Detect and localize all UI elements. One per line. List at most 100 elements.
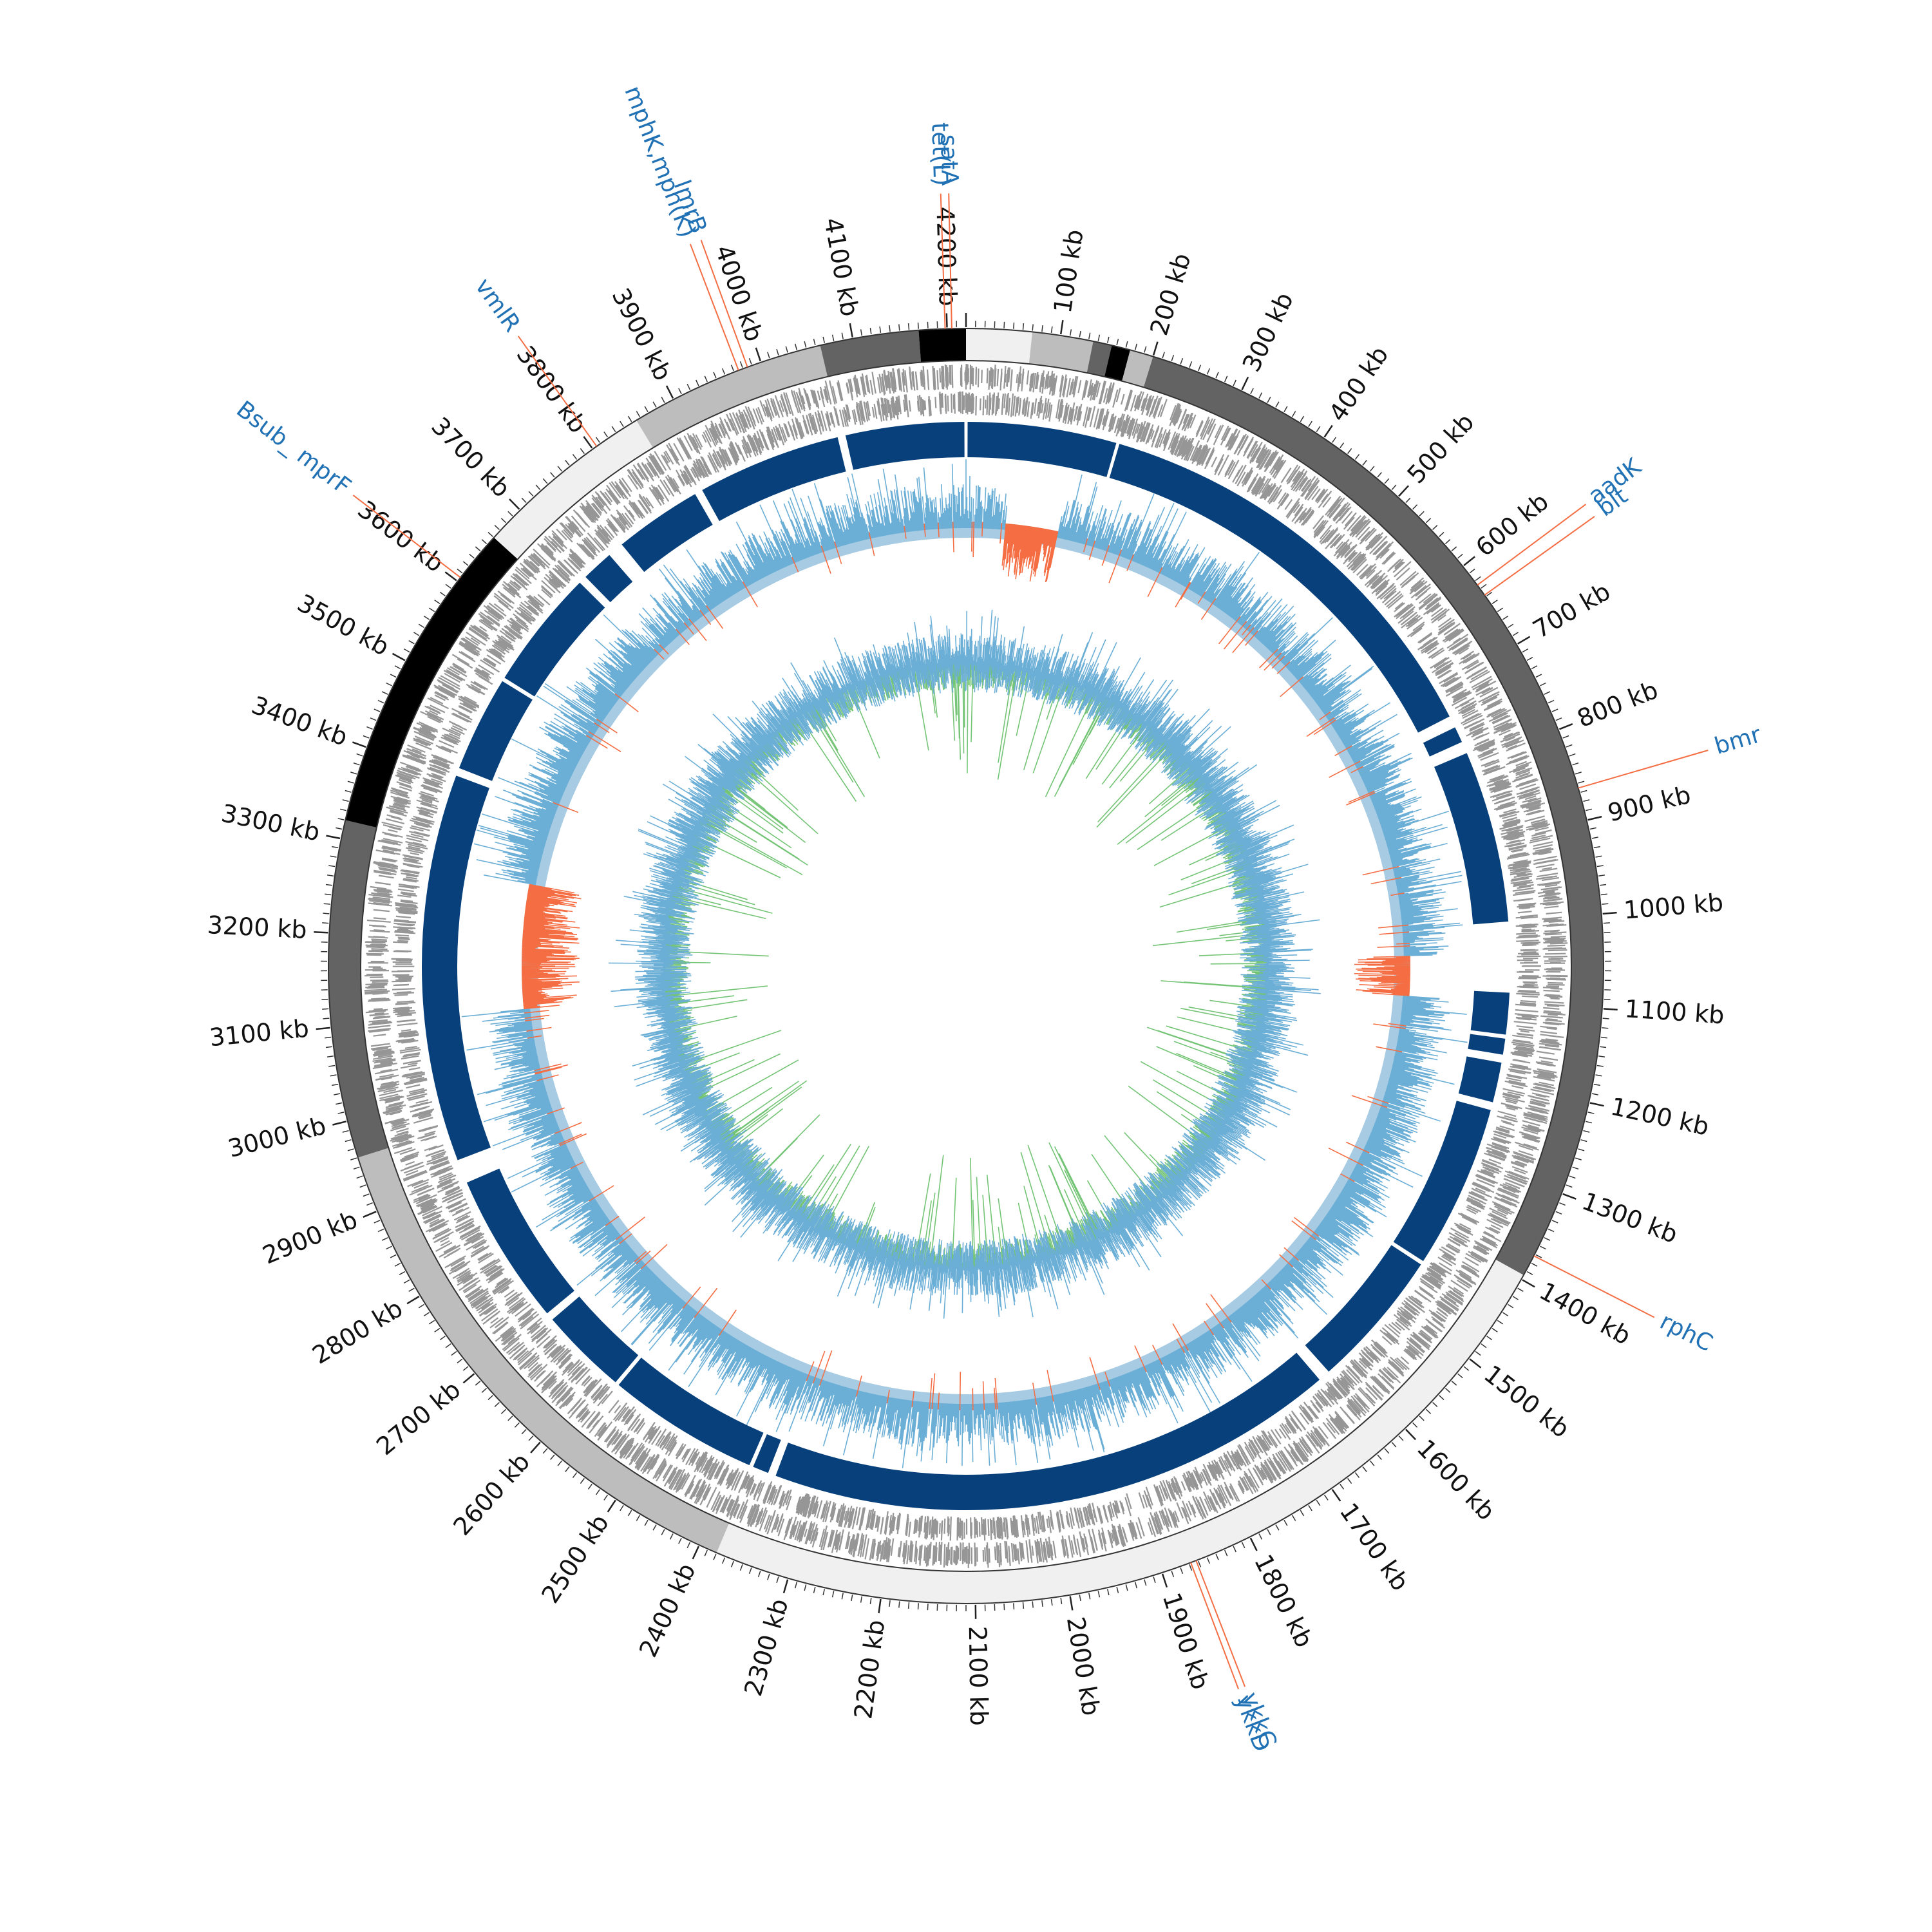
gene-leader-line bbox=[948, 193, 952, 329]
minor-ticks bbox=[320, 321, 1612, 1611]
gc-skew-positive bbox=[461, 459, 1468, 1468]
contig-ring-outline-inner bbox=[360, 360, 1572, 1572]
tick-label: 2500 kb bbox=[536, 1510, 614, 1609]
tick-label: 1400 kb bbox=[1535, 1276, 1636, 1350]
gc-skew-negative bbox=[521, 522, 1411, 1410]
contig-segment-8 bbox=[328, 820, 389, 1158]
gene-leader-line bbox=[689, 243, 739, 371]
tick-label: 2000 kb bbox=[1061, 1615, 1106, 1718]
contig-segment-3 bbox=[1104, 345, 1131, 381]
tick-label: 500 kb bbox=[1401, 408, 1479, 489]
contig-segment-6 bbox=[716, 1259, 1524, 1604]
tick-label: 2400 kb bbox=[634, 1559, 701, 1662]
tick-label: 3500 kb bbox=[293, 589, 394, 661]
ring-outlines bbox=[328, 328, 1604, 1604]
contig-ring bbox=[328, 328, 1604, 1604]
gene-leader-line bbox=[1190, 1562, 1240, 1690]
contig-segment-10 bbox=[493, 420, 653, 560]
feature-ticks-outer bbox=[364, 364, 1568, 1568]
tick-label: 600 kb bbox=[1470, 487, 1553, 562]
position-ticks bbox=[314, 313, 1618, 1619]
alignment-block-6 bbox=[1458, 1056, 1502, 1103]
tick-label: 1100 kb bbox=[1624, 994, 1725, 1029]
tick-label: 3700 kb bbox=[426, 412, 516, 503]
feature-ticks-inner bbox=[391, 391, 1541, 1541]
gene-leader-line bbox=[1484, 516, 1595, 596]
tick-label: 3400 kb bbox=[248, 690, 352, 751]
tick-label: 3600 kb bbox=[352, 495, 449, 578]
alignment-block-9 bbox=[775, 1352, 1320, 1510]
gene-leader-line bbox=[1195, 1560, 1246, 1687]
alignment-block-3 bbox=[1434, 753, 1509, 925]
tick-label: 2900 kb bbox=[258, 1205, 361, 1269]
alignment-block-0 bbox=[967, 422, 1117, 477]
gc-content-ring bbox=[608, 609, 1321, 1319]
alignment-block-7 bbox=[1393, 1101, 1491, 1262]
tick-label: 4000 kb bbox=[710, 242, 769, 345]
alignment-block-10 bbox=[753, 1434, 781, 1473]
tick-label: 3900 kb bbox=[607, 283, 677, 385]
tick-label: 300 kb bbox=[1237, 288, 1299, 376]
gc-skew-ring bbox=[461, 459, 1468, 1468]
contig-segment-2 bbox=[1086, 341, 1112, 377]
tick-label: 2100 kb bbox=[963, 1626, 993, 1727]
alignment-block-11 bbox=[618, 1358, 764, 1466]
alignment-block-13 bbox=[466, 1168, 574, 1314]
gene-leader-line bbox=[940, 193, 946, 329]
tick-label: 200 kb bbox=[1144, 250, 1196, 339]
alignment-block-20 bbox=[845, 422, 965, 470]
tick-label: 3200 kb bbox=[207, 911, 308, 944]
alignment-block-15 bbox=[459, 681, 533, 781]
gene-label: tet(L) bbox=[926, 122, 954, 187]
tick-label: 3300 kb bbox=[219, 799, 323, 846]
gene-leader-line bbox=[1533, 1255, 1655, 1318]
gene-leader-line bbox=[1477, 504, 1586, 586]
tick-label: 1700 kb bbox=[1334, 1498, 1415, 1596]
alignment-block-19 bbox=[702, 437, 846, 522]
tick-label: 400 kb bbox=[1323, 341, 1394, 427]
contig-segment-13 bbox=[918, 328, 966, 363]
feature-ring-inner bbox=[391, 391, 1541, 1541]
contig-segment-7 bbox=[357, 1148, 730, 1553]
tick-label: 100 kb bbox=[1048, 227, 1089, 315]
contig-segment-11 bbox=[636, 345, 828, 448]
tick-label: 4100 kb bbox=[819, 215, 864, 318]
gene-leader-line bbox=[700, 240, 748, 368]
gene-leader-line bbox=[1578, 750, 1709, 789]
tick-label: 1200 kb bbox=[1608, 1092, 1712, 1141]
tick-label: 3000 kb bbox=[225, 1112, 329, 1163]
tick-label: 1600 kb bbox=[1412, 1434, 1501, 1526]
tick-label: 1300 kb bbox=[1578, 1187, 1681, 1249]
gene-label: rphC bbox=[1656, 1308, 1717, 1356]
alignment-block-14 bbox=[422, 775, 491, 1160]
alignment-block-4 bbox=[1470, 990, 1510, 1035]
tick-label: 900 kb bbox=[1605, 781, 1693, 828]
tick-label: 2600 kb bbox=[448, 1448, 535, 1541]
gene-label: bmr bbox=[1712, 721, 1764, 760]
contig-segment-0 bbox=[966, 328, 1032, 365]
feature-ring-outer bbox=[364, 364, 1568, 1568]
alignment-block-18 bbox=[621, 494, 713, 573]
gene-leader-line bbox=[352, 495, 461, 578]
alignment-block-2 bbox=[1423, 727, 1463, 757]
alignment-block-12 bbox=[552, 1296, 639, 1383]
contig-segment-12 bbox=[820, 330, 922, 377]
tick-label: 2300 kb bbox=[739, 1595, 793, 1699]
tick-label: 800 kb bbox=[1573, 676, 1662, 733]
gene-label: mphK,mph(K) bbox=[619, 82, 701, 242]
gene-label: satA bbox=[935, 134, 963, 186]
contig-segment-5 bbox=[1143, 356, 1604, 1276]
tick-label: 4200 kb bbox=[931, 206, 962, 307]
alignment-block-17 bbox=[585, 554, 633, 603]
alignment-block-8 bbox=[1305, 1245, 1421, 1372]
tick-label: 2700 kb bbox=[371, 1375, 466, 1461]
tick-label: 1000 kb bbox=[1623, 888, 1725, 925]
tick-label: 700 kb bbox=[1528, 577, 1615, 644]
alignment-block-16 bbox=[504, 582, 605, 697]
alignment-block-5 bbox=[1468, 1034, 1506, 1055]
tick-label: 3100 kb bbox=[208, 1014, 310, 1052]
alignment-block-1 bbox=[1109, 444, 1450, 733]
gene-label: Bsub_ mprF bbox=[231, 396, 355, 500]
gc-content-line bbox=[608, 609, 1321, 1319]
contig-ring-outline-outer bbox=[328, 328, 1604, 1604]
